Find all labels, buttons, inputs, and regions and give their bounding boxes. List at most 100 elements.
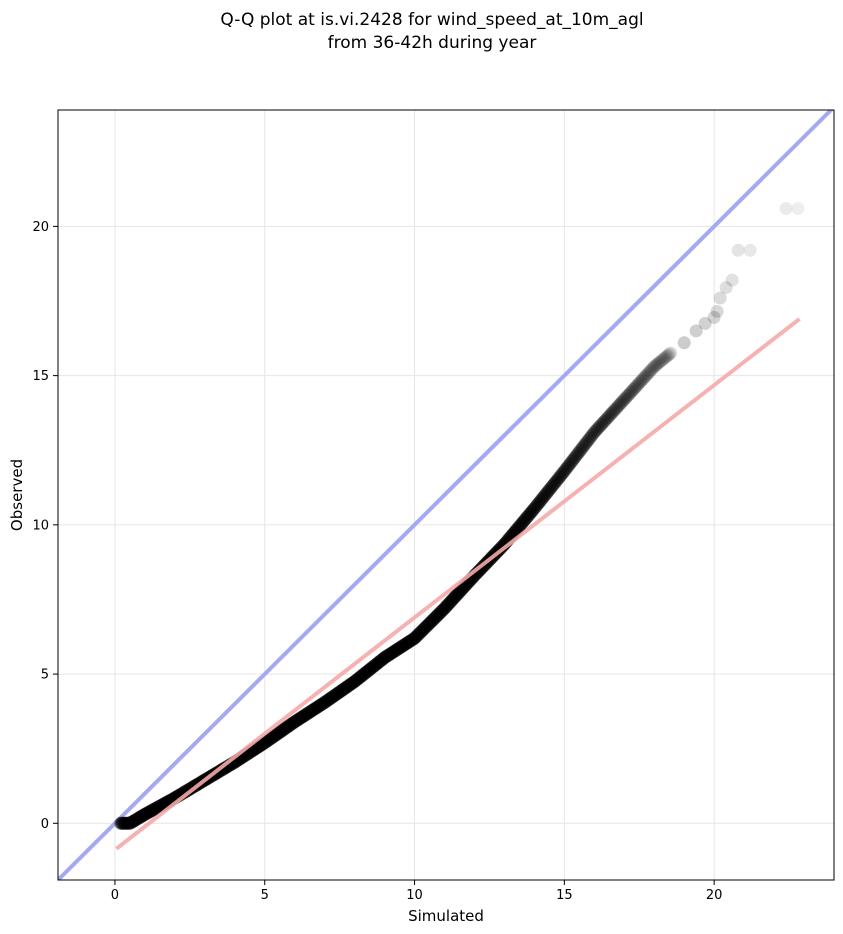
quantile-point: [626, 383, 640, 397]
quantile-point: [656, 352, 670, 366]
y-axis-ticks: 0 5 10 15 20: [32, 220, 58, 832]
quantile-point: [532, 496, 546, 510]
quantile-point: [644, 363, 658, 377]
fit-line: [115, 317, 801, 851]
quantile-point: [653, 355, 667, 369]
y-tick-label: 10: [32, 518, 49, 533]
quantile-point: [614, 396, 628, 410]
quantile-point: [632, 376, 646, 390]
y-tick-label: 5: [41, 668, 49, 683]
quantile-point: [587, 425, 601, 439]
quantile-point: [641, 366, 655, 380]
quantile-point: [629, 379, 643, 393]
quantile-point: [544, 481, 558, 495]
quantile-point: [707, 310, 721, 324]
quantile-point: [593, 419, 607, 433]
quantile-point: [791, 201, 805, 215]
quantile-point: [731, 243, 745, 257]
quantile-point: [530, 498, 544, 512]
quantile-point: [565, 454, 579, 468]
quantile-point: [658, 351, 672, 365]
gridlines: [58, 110, 834, 880]
quantile-point: [598, 414, 612, 428]
quantile-point: [542, 483, 556, 497]
quantile-point: [521, 509, 535, 523]
quantile-point: [613, 397, 627, 411]
quantile-point: [554, 468, 568, 482]
quantile-point: [559, 462, 573, 476]
quantile-point: [580, 435, 594, 449]
quantile-point: [547, 477, 561, 491]
quantile-point: [527, 501, 541, 515]
quantile-point: [622, 388, 636, 402]
quantile-point: [601, 411, 615, 425]
quantile-point: [779, 201, 793, 215]
quantile-point: [523, 507, 537, 521]
x-tick-label: 10: [406, 888, 423, 903]
quantile-point: [533, 494, 547, 508]
chart-title-line-1: Q-Q plot at is.vi.2428 for wind_speed_at…: [220, 10, 643, 30]
quantile-point: [578, 437, 592, 451]
quantile-point: [551, 472, 565, 486]
quantile-point: [541, 485, 555, 499]
quantile-point: [586, 427, 600, 441]
quantile-point: [634, 374, 648, 388]
quantile-point: [599, 412, 613, 426]
quantile-point: [643, 365, 657, 379]
quantile-point: [610, 401, 624, 415]
quantile-point: [562, 458, 576, 472]
quantile-point: [536, 490, 550, 504]
quantile-point: [556, 466, 570, 480]
quantile-point: [638, 370, 652, 384]
quantile-point: [649, 358, 663, 372]
quantile-point: [647, 360, 661, 374]
quantile-point: [574, 443, 588, 457]
quantile-point: [664, 346, 678, 360]
quantile-point: [607, 404, 621, 418]
quantile-point: [637, 371, 651, 385]
quantile-point: [571, 447, 585, 461]
quantile-point: [625, 384, 639, 398]
quantile-point: [568, 451, 582, 465]
quantile-point: [608, 402, 622, 416]
x-axis-ticks: 0 5 10 15 20: [111, 880, 722, 903]
x-axis-label: Simulated: [408, 907, 484, 925]
quantile-point: [590, 422, 604, 436]
quantile-point: [584, 429, 598, 443]
quantile-point: [524, 505, 538, 519]
quantile-point: [725, 273, 739, 287]
quantile-point: [592, 420, 606, 434]
x-tick-label: 0: [111, 888, 119, 903]
quantile-point: [631, 378, 645, 392]
quantile-point: [698, 316, 712, 330]
quantile-point: [535, 492, 549, 506]
quantile-point: [646, 361, 660, 375]
quantile-point: [617, 392, 631, 406]
y-tick-label: 20: [32, 220, 49, 235]
quantile-point: [583, 431, 597, 445]
x-tick-label: 5: [261, 888, 269, 903]
x-tick-label: 15: [556, 888, 573, 903]
identity-line: [58, 110, 834, 880]
quantile-point: [623, 386, 637, 400]
quantile-point: [628, 381, 642, 395]
quantile-point: [529, 500, 543, 514]
quantile-point: [620, 389, 634, 403]
quantile-point: [569, 449, 583, 463]
quantile-point: [604, 407, 618, 421]
y-tick-label: 15: [32, 369, 49, 384]
quantile-point: [619, 391, 633, 405]
quantile-point: [662, 347, 676, 361]
quantile-point: [575, 441, 589, 455]
quantile-point: [635, 373, 649, 387]
quantile-point: [560, 460, 574, 474]
quantile-point: [539, 487, 553, 501]
quantile-point: [589, 424, 603, 438]
quantile-point: [689, 324, 703, 338]
quantile-point: [713, 291, 727, 305]
quantile-point: [719, 281, 733, 295]
quantile-points: [114, 201, 805, 830]
quantile-point: [538, 488, 552, 502]
quantile-point: [566, 452, 580, 466]
